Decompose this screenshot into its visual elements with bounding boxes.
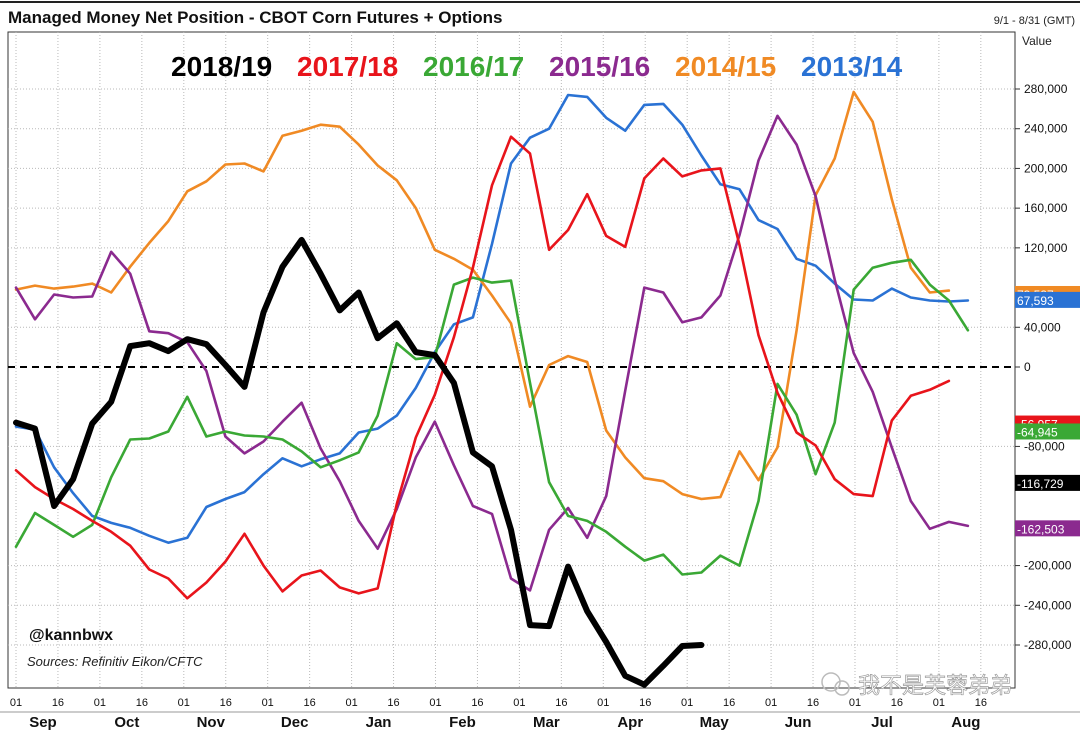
y-tick-label: -280,000 xyxy=(1024,638,1072,652)
x-day-tick: 01 xyxy=(429,697,441,709)
y-tick-label: 280,000 xyxy=(1024,82,1068,96)
y-tick-label: 0 xyxy=(1024,360,1031,374)
series-layer xyxy=(13,90,970,688)
legend-2014-15: 2014/15 xyxy=(675,51,776,82)
x-day-tick: 01 xyxy=(681,697,693,709)
x-month-label: Nov xyxy=(197,714,226,731)
series-line-2015-16 xyxy=(14,114,970,592)
last-value-badges: -116,729-56,957-64,945-162,50373,53767,5… xyxy=(1015,285,1080,537)
y-tick-label: 240,000 xyxy=(1024,122,1068,136)
chart-title: Managed Money Net Position - CBOT Corn F… xyxy=(8,8,502,27)
legend-2013-14: 2013/14 xyxy=(801,51,903,82)
x-day-tick: 01 xyxy=(933,697,945,709)
x-month-label: Sep xyxy=(29,714,57,731)
x-day-tick: 01 xyxy=(513,697,525,709)
series-line-2016-17 xyxy=(14,258,970,576)
y-tick-label: 160,000 xyxy=(1024,201,1068,215)
x-day-tick: 16 xyxy=(471,697,483,709)
badge-bg xyxy=(1015,474,1080,491)
badge-value: -162,503 xyxy=(1017,522,1065,536)
series-line-2018-19 xyxy=(13,236,705,688)
x-axis: 01 16 01 16 01 16 01 16 01 16 01 16 01 16 01 16 01 16 01 16… xyxy=(0,697,1080,731)
series-line-2013-14 xyxy=(14,93,970,545)
legend-2016-17: 2016/17 xyxy=(423,51,524,82)
legend-2018-19: 2018/19 xyxy=(171,51,272,82)
last-value-badge-2015-16: -162,503 xyxy=(1015,520,1080,537)
x-month-label: Dec xyxy=(281,714,309,731)
x-day-tick: 01 xyxy=(262,697,274,709)
wechat-text: 我不是芙蓉弟弟 xyxy=(858,673,1012,698)
y-tick-label: -240,000 xyxy=(1024,598,1072,612)
x-day-tick: 01 xyxy=(849,697,861,709)
badge-value: 67,593 xyxy=(1017,294,1054,308)
legend-2015-16: 2015/16 xyxy=(549,51,650,82)
y-tick-label: 120,000 xyxy=(1024,241,1068,255)
plot-area-border xyxy=(7,31,1016,689)
x-month-label: Jul xyxy=(871,714,893,731)
x-day-tick: 16 xyxy=(555,697,567,709)
x-day-tick: 01 xyxy=(178,697,190,709)
wechat-icon-small xyxy=(834,680,850,696)
source-label: Sources: Refinitiv Eikon/CFTC xyxy=(27,654,203,669)
badge-bg xyxy=(1015,291,1080,308)
series-line-2014-15 xyxy=(14,90,951,501)
x-month-label: Oct xyxy=(114,714,139,731)
y-tick-label: 40,000 xyxy=(1024,320,1061,334)
x-day-tick: 01 xyxy=(94,697,106,709)
last-value-badge-2016-17: -64,945 xyxy=(1015,423,1080,440)
last-value-badge-2018-19: -116,729 xyxy=(1015,474,1080,491)
x-month-label: Jun xyxy=(785,714,812,731)
badge-value: -116,729 xyxy=(1017,477,1064,491)
x-month-label: Feb xyxy=(449,714,476,731)
y-tick-label: 200,000 xyxy=(1024,161,1068,175)
x-day-tick: 16 xyxy=(387,697,399,709)
badge-bg xyxy=(1015,520,1080,537)
x-day-tick: 01 xyxy=(345,697,357,709)
value-axis-label: Value xyxy=(1022,34,1052,48)
x-month-label: Mar xyxy=(533,714,560,731)
legend-2017-18: 2017/18 xyxy=(297,51,398,82)
x-day-tick: 01 xyxy=(765,697,777,709)
x-day-tick: 16 xyxy=(891,697,903,709)
date-range-label: 9/1 - 8/31 (GMT) xyxy=(994,15,1075,27)
y-axis: 280,000 240,000 200,000 160,000 120,000 40,00… xyxy=(1015,82,1072,652)
x-month-label: Jan xyxy=(366,714,392,731)
x-day-tick: 16 xyxy=(136,697,148,709)
x-day-tick: 16 xyxy=(807,697,819,709)
series-line-2017-18 xyxy=(14,135,951,600)
y-tick-label: -200,000 xyxy=(1024,559,1072,573)
x-month-label: Aug xyxy=(951,714,980,731)
x-month-label: Apr xyxy=(617,714,643,731)
x-month-label: May xyxy=(700,714,730,731)
last-value-badge-2013-14: 67,593 xyxy=(1015,291,1080,308)
x-day-tick: 01 xyxy=(597,697,609,709)
x-day-tick: 16 xyxy=(975,697,987,709)
badge-value: -64,945 xyxy=(1017,425,1058,439)
x-day-tick: 16 xyxy=(304,697,316,709)
x-day-tick: 16 xyxy=(220,697,232,709)
x-day-tick: 01 xyxy=(10,697,22,709)
wechat-watermark: 我不是芙蓉弟弟 xyxy=(821,672,1012,698)
x-day-tick: 16 xyxy=(639,697,651,709)
badge-bg xyxy=(1015,423,1080,440)
handle-label: @kannbwx xyxy=(29,627,113,644)
x-day-tick: 16 xyxy=(723,697,735,709)
y-tick-label: -80,000 xyxy=(1024,439,1065,453)
x-day-tick: 16 xyxy=(52,697,64,709)
